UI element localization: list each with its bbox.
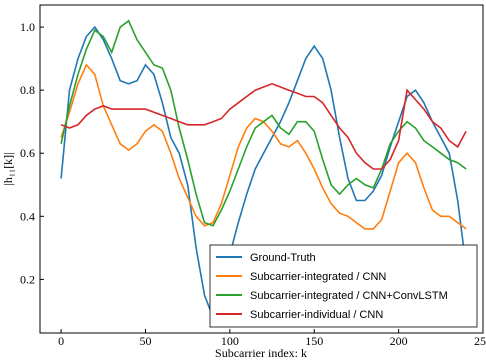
series-line xyxy=(60,82,467,170)
legend-label: Ground-Truth xyxy=(250,252,316,264)
legend-box xyxy=(209,244,478,328)
x-axis-label: Subcarrier index: k xyxy=(215,346,307,360)
x-tick-label: 200 xyxy=(390,334,408,348)
y-axis-label: |h₁₁[k]| xyxy=(1,152,15,185)
x-tick-label: 50 xyxy=(139,334,151,348)
series-line xyxy=(60,19,467,227)
y-tick-label: 0.2 xyxy=(20,272,35,286)
legend-label: Subcarrier-integrated / CNN+ConvLSTM xyxy=(250,290,448,302)
legend-label: Subcarrier-integrated / CNN xyxy=(250,271,386,283)
x-tick-label: 0 xyxy=(58,334,64,348)
y-tick-label: 0.6 xyxy=(20,146,35,160)
y-tick-label: 1.0 xyxy=(20,20,35,34)
plot-frame xyxy=(39,4,484,334)
legend-label: Subcarrier-individual / CNN xyxy=(250,309,383,321)
series-line xyxy=(60,63,467,230)
y-tick-label: 0.4 xyxy=(20,209,35,223)
y-tick-label: 0.8 xyxy=(20,83,35,97)
x-tick-label: 250 xyxy=(474,334,486,348)
series-line xyxy=(60,25,467,320)
x-tick-label: 150 xyxy=(305,334,323,348)
x-tick-label: 100 xyxy=(221,334,239,348)
